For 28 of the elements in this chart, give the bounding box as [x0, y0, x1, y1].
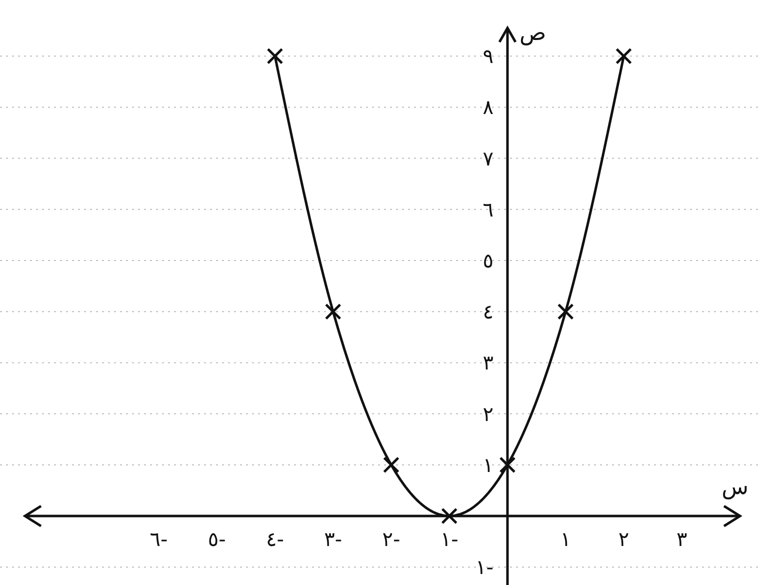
point [324, 303, 342, 320]
y-tick-label: ٧ [482, 146, 494, 170]
y-axis-title: ص [519, 21, 546, 46]
point [615, 48, 632, 64]
point [441, 508, 458, 524]
x-tick-label: ٢ [618, 527, 630, 552]
x-tick-label: ١ [560, 527, 571, 552]
x-tick-label: ٣- [324, 527, 342, 552]
y-tick-label: ٦ [482, 197, 494, 222]
x-axis-title: س [722, 475, 748, 500]
point [382, 456, 400, 474]
point [557, 303, 574, 320]
y-tick-label: ١- [476, 555, 494, 580]
point [266, 48, 284, 64]
y-tick-label: ٢ [482, 402, 494, 426]
x-tick-label: ٣ [676, 527, 688, 552]
x-tick-label: ١- [440, 527, 458, 552]
x-tick-label: ٢- [382, 527, 400, 552]
y-tick-label: ٤ [482, 300, 494, 324]
point [499, 456, 516, 474]
x-tick-label: ٤- [266, 527, 284, 552]
y-tick-label: ٨ [482, 95, 494, 120]
y-tick-label: ١ [482, 452, 494, 477]
y-tick-label: ٣ [482, 350, 494, 375]
x-tick-label: ٦- [150, 527, 168, 552]
y-tick-label: ٥ [482, 248, 494, 273]
y-tick-label: ٩ [482, 44, 494, 68]
x-tick-label: ٥- [208, 527, 226, 552]
